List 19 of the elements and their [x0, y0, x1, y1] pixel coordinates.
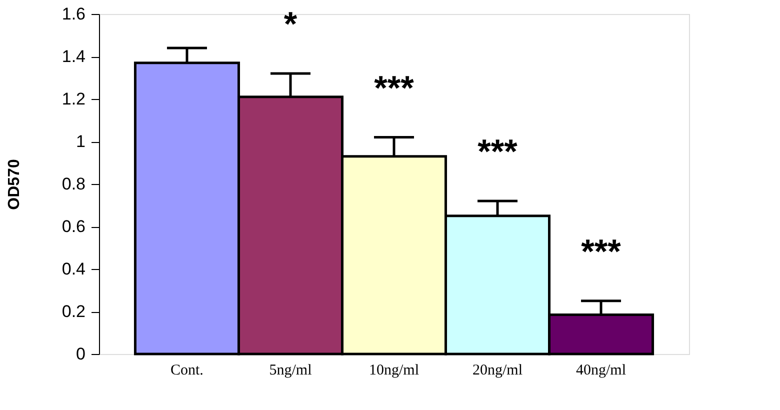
x-tick-label: 10ng/ml [368, 362, 420, 378]
annotation: *** [478, 133, 518, 171]
y-tick-label: 1.4 [62, 47, 86, 66]
y-tick-label: 0.2 [62, 302, 86, 321]
y-tick-label: 0 [76, 344, 86, 364]
y-tick-label: 1.6 [62, 4, 86, 24]
x-tick-label: 20ng/ml [472, 362, 523, 378]
y-tick-label: 0.8 [62, 174, 86, 194]
annotation: *** [581, 232, 622, 271]
y-tick-label: 0.4 [62, 260, 86, 278]
y-axis-title: OD570 [6, 159, 23, 210]
y-tick-label: 1.2 [62, 90, 86, 108]
x-tick-label: 40ng/ml [576, 362, 626, 378]
x-tick-label: Cont. [170, 362, 204, 378]
annotation: * [284, 6, 298, 44]
y-tick-label: 0.6 [62, 217, 86, 236]
y-tick-label: 1 [76, 132, 86, 151]
x-tick-label: 5ng/ml [269, 362, 312, 378]
annotation: *** [374, 69, 415, 108]
